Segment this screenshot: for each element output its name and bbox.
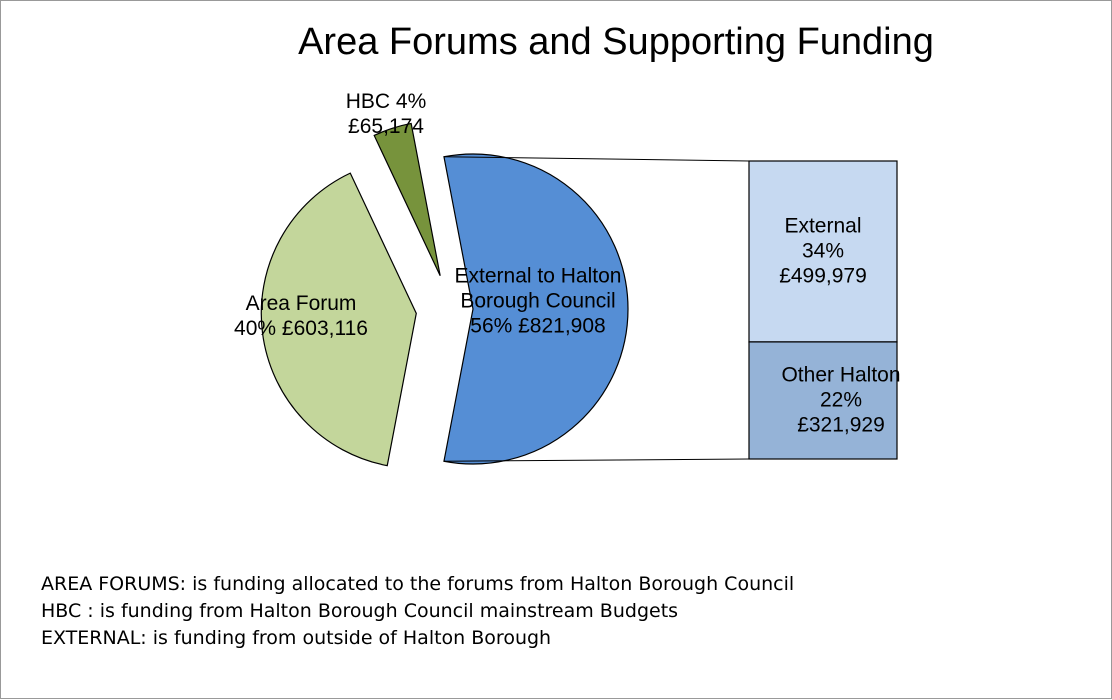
segment-value: 34% £499,979 (779, 239, 867, 288)
notes: AREA FORUMS: is funding allocated to the… (41, 571, 794, 652)
slice-name: Area Forum (245, 292, 357, 315)
note: HBC : is funding from Halton Borough Cou… (41, 600, 679, 622)
segment-label: External 34% £499,979 (758, 214, 888, 289)
slice-label: External to Halton Borough Council 56% £8… (438, 264, 638, 339)
connector (443, 458, 750, 462)
note: AREA FORUMS: is funding allocated to the… (41, 573, 795, 595)
segment-name: Other Halton (781, 363, 901, 387)
segment-name: External (784, 214, 862, 238)
slice-value: 4% £65,174 (348, 90, 427, 138)
breakdown-segment (748, 341, 898, 460)
pie-slice (373, 122, 441, 276)
slice-label: Area Forum 40% £603,116 (201, 291, 401, 341)
segment-value: 22% £321,929 (797, 388, 885, 437)
breakdown-segment (748, 160, 898, 343)
chart-title: Area Forums and Supporting Funding (298, 21, 934, 63)
pie-slice (260, 172, 417, 467)
connector (443, 156, 750, 162)
slice-label: HBC 4% £65,174 (331, 89, 441, 139)
pie-slice (443, 153, 629, 465)
slice-value: 40% £603,116 (234, 317, 368, 340)
slice-name: External to Halton Borough Council (454, 264, 622, 313)
slice-value: 56% £821,908 (470, 314, 606, 338)
slice-name: HBC (345, 90, 391, 113)
note: EXTERNAL: is funding from outside of Hal… (41, 627, 552, 649)
segment-label: Other Halton 22% £321,929 (756, 363, 926, 438)
